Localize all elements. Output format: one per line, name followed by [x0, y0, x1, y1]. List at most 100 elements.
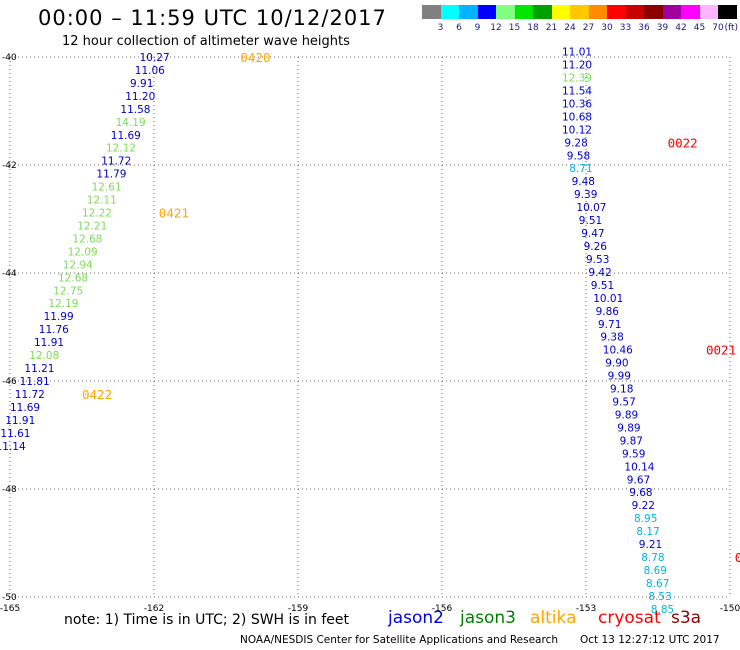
wave-height-label: 10.36	[562, 98, 592, 110]
scale-tick-label: 39	[656, 23, 669, 33]
y-tick-label: -42	[2, 161, 17, 171]
wave-height-label: 10.07	[576, 202, 606, 214]
y-tick-label: -50	[2, 593, 17, 603]
wave-height-label: 12.19	[48, 298, 78, 310]
wave-height-label: 9.99	[608, 371, 631, 383]
wave-height-label: 9.59	[622, 448, 645, 460]
wave-height-label: 11.81	[20, 376, 50, 388]
pass-time-label: 0022	[668, 135, 698, 150]
scale-tick-label: 30	[601, 23, 613, 33]
scale-tick-label: 9	[474, 23, 481, 33]
wave-height-label: 12.12	[106, 143, 136, 155]
wave-height-label: 11.69	[111, 130, 141, 142]
wave-height-label: 12.22	[82, 208, 112, 220]
wave-height-label: 11.20	[125, 91, 155, 103]
wave-height-label: 11.21	[24, 363, 54, 375]
scale-swatch	[662, 5, 681, 19]
wave-height-label: 11.76	[39, 324, 69, 336]
wave-height-label: 12.11	[87, 195, 117, 207]
wave-height-label: 11.99	[44, 311, 74, 323]
scale-tick-label: 70	[712, 23, 724, 33]
wave-height-label: 9.26	[584, 241, 608, 253]
wave-height-label: 14.19	[116, 117, 146, 129]
wave-height-label: 9.47	[581, 228, 604, 240]
scale-tick-label: 24	[564, 23, 576, 33]
x-tick-label: -150	[720, 604, 740, 614]
scale-swatch	[440, 5, 459, 19]
wave-height-label: 11.20	[562, 60, 592, 72]
wave-height-label: 9.51	[591, 280, 614, 292]
scale-swatch	[477, 5, 496, 19]
wave-height-label: 9.90	[605, 358, 628, 370]
scale-tick-label: 3	[437, 23, 444, 33]
wave-height-label: 10.01	[593, 293, 623, 305]
y-tick-label: -46	[2, 377, 17, 387]
wave-height-label: 8.53	[648, 591, 671, 603]
satellite-legend-entry: cryosat	[598, 608, 661, 628]
pass-time-label: 0422	[82, 387, 112, 402]
wave-height-label: 10.27	[140, 52, 170, 64]
wave-height-label: 9.28	[564, 137, 587, 149]
scale-tick-label: 6	[456, 23, 462, 33]
wave-height-label: 9.51	[579, 215, 602, 227]
scale-tick-label: 42	[675, 23, 687, 33]
generated-time: Oct 13 12:27:12 UTC 2017	[580, 634, 720, 646]
wave-height-label: 11.69	[10, 402, 40, 414]
wave-height-label: 11.91	[34, 337, 64, 349]
scale-tick-label: 12	[490, 23, 502, 33]
pass-time-label: 0021	[706, 343, 736, 358]
pass-time-label: 0020	[735, 550, 740, 565]
wave-height-label: 9.53	[586, 254, 609, 266]
wave-height-label: 12.39	[562, 73, 592, 85]
wave-height-label: 12.21	[77, 220, 107, 232]
wave-height-label: 11.54	[562, 85, 592, 97]
x-tick-label: -162	[144, 604, 164, 614]
wave-height-label: 9.58	[567, 150, 590, 162]
wave-height-label: 9.22	[632, 500, 655, 512]
wave-height-label: 8.17	[636, 526, 659, 538]
scale-unit-label: (ft)	[724, 23, 739, 33]
wave-height-label: 9.89	[615, 409, 638, 421]
wave-height-label: 11.61	[0, 428, 30, 440]
wave-height-label: 11.79	[96, 169, 126, 181]
footer-note: note: 1) Time is in UTC; 2) SWH is in fe…	[64, 612, 350, 628]
scale-tick-label: 15	[508, 23, 521, 33]
wave-height-label: 11.14	[0, 441, 26, 453]
scale-swatch	[644, 5, 663, 19]
satellite-legend-entry: jason2	[388, 608, 444, 628]
scale-tick-label: 21	[545, 23, 558, 33]
scale-swatch	[533, 5, 552, 19]
wave-height-label: 9.91	[130, 78, 153, 90]
scale-swatch	[718, 5, 737, 19]
wave-height-label: 8.67	[646, 578, 669, 590]
scale-swatch	[681, 5, 700, 19]
satellite-legend-entry: altika	[530, 608, 577, 628]
scale-swatch	[459, 5, 478, 19]
wave-height-label: 9.21	[639, 539, 662, 551]
y-tick-label: -48	[2, 485, 17, 495]
wave-height-label: 11.06	[135, 65, 165, 77]
wave-height-label: 9.18	[610, 384, 633, 396]
page-title: 00:00 – 11:59 UTC 10/12/2017	[38, 6, 387, 30]
wave-height-label: 8.85	[651, 604, 674, 616]
satellite-legend-entry: jason3	[460, 608, 516, 628]
wave-height-label: 9.39	[574, 189, 597, 201]
scale-tick-label: 27	[582, 23, 595, 33]
wave-height-label: 9.38	[600, 332, 623, 344]
x-tick-label: -159	[288, 604, 309, 614]
wave-height-label: 12.61	[92, 182, 122, 194]
wave-height-label: 10.46	[603, 345, 633, 357]
wave-height-label: 9.68	[629, 487, 652, 499]
scale-tick-label: 18	[527, 23, 539, 33]
wave-height-label: 11.01	[562, 47, 592, 59]
scale-swatch	[699, 5, 718, 19]
y-tick-label: -44	[2, 269, 17, 279]
wave-height-label: 12.75	[53, 285, 83, 297]
x-tick-label: -156	[432, 604, 453, 614]
pass-time-label: 0420	[240, 50, 270, 65]
scale-swatch	[422, 5, 441, 19]
page-subtitle: 12 hour collection of altimeter wave hei…	[62, 34, 350, 49]
wave-height-label: 12.94	[63, 259, 93, 271]
wave-height-label: 10.14	[624, 461, 654, 473]
scale-tick-label: 33	[619, 23, 632, 33]
